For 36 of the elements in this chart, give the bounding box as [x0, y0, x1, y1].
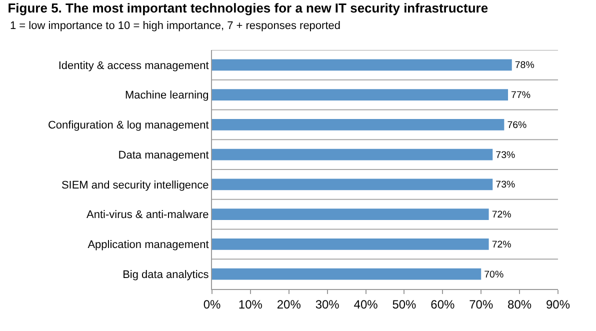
x-tick-label: 80%: [508, 297, 532, 312]
x-tick-label: 20%: [276, 297, 302, 312]
bar: [212, 268, 482, 280]
x-tick-label: 50%: [392, 297, 417, 312]
y-tick-label: Configuration & log management: [48, 120, 209, 132]
bar: [212, 89, 508, 100]
data-label: 72%: [492, 239, 512, 250]
x-tick-label: 40%: [354, 297, 378, 312]
data-label: 73%: [496, 180, 516, 191]
y-tick-label: Identity & access management: [58, 60, 209, 72]
bar: [212, 238, 489, 250]
y-tick-label: SIEM and security intelligence: [61, 179, 209, 192]
y-tick-label: Data management: [118, 149, 209, 162]
bar: [212, 148, 493, 160]
chart-subtitle: 1 = low importance to 10 = high importance, 7 + responses reported: [10, 20, 340, 32]
bar: [212, 208, 489, 220]
data-label: 78%: [514, 60, 535, 72]
x-tick-label: 0%: [203, 297, 221, 312]
x-tick-label: 70%: [469, 297, 494, 312]
x-tick-label: 90%: [546, 297, 570, 312]
data-label: 72%: [492, 210, 512, 221]
y-tick-label: Anti-virus & anti-malware: [86, 209, 209, 222]
y-tick-label: Big data analytics: [122, 268, 210, 281]
x-tick-label: 30%: [315, 297, 340, 312]
chart-title: Figure 5. The most important technologies for a new IT security infrastructure: [8, 0, 488, 16]
x-tick-label: 10%: [238, 297, 263, 312]
data-label: 73%: [496, 150, 516, 161]
bar: [212, 59, 512, 71]
data-label: 76%: [507, 120, 528, 131]
y-tick-label: Machine learning: [125, 90, 209, 102]
data-label: 77%: [511, 90, 531, 102]
data-label: 70%: [484, 269, 504, 280]
y-tick-label: Application management: [88, 239, 209, 252]
x-tick-label: 60%: [430, 297, 455, 312]
bar: [212, 119, 504, 130]
bar: [212, 178, 493, 190]
